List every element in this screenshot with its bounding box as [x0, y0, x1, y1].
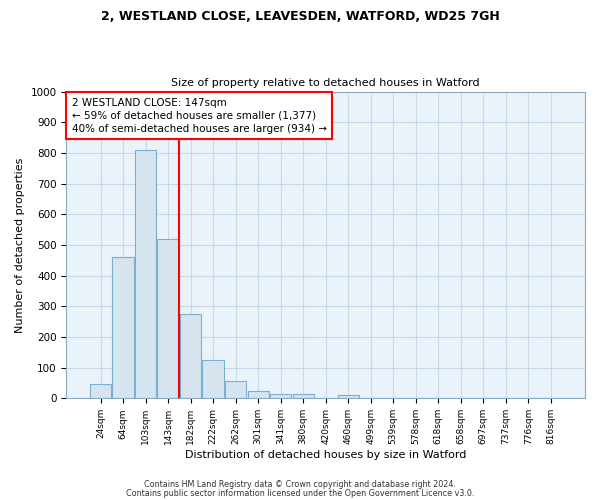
Text: 2, WESTLAND CLOSE, LEAVESDEN, WATFORD, WD25 7GH: 2, WESTLAND CLOSE, LEAVESDEN, WATFORD, W…	[101, 10, 499, 23]
Text: Contains HM Land Registry data © Crown copyright and database right 2024.: Contains HM Land Registry data © Crown c…	[144, 480, 456, 489]
Bar	[180, 314, 202, 398]
Text: 2 WESTLAND CLOSE: 147sqm
← 59% of detached houses are smaller (1,377)
40% of sem: 2 WESTLAND CLOSE: 147sqm ← 59% of detach…	[71, 98, 326, 134]
Y-axis label: Number of detached properties: Number of detached properties	[15, 158, 25, 332]
Bar	[135, 150, 157, 398]
Bar	[225, 381, 247, 398]
Bar	[248, 390, 269, 398]
Bar	[293, 394, 314, 398]
Bar	[270, 394, 292, 398]
Bar	[338, 396, 359, 398]
X-axis label: Distribution of detached houses by size in Watford: Distribution of detached houses by size …	[185, 450, 466, 460]
Bar	[90, 384, 112, 398]
Bar	[112, 257, 134, 398]
Bar	[202, 360, 224, 399]
Text: Contains public sector information licensed under the Open Government Licence v3: Contains public sector information licen…	[126, 488, 474, 498]
Title: Size of property relative to detached houses in Watford: Size of property relative to detached ho…	[172, 78, 480, 88]
Bar	[157, 239, 179, 398]
